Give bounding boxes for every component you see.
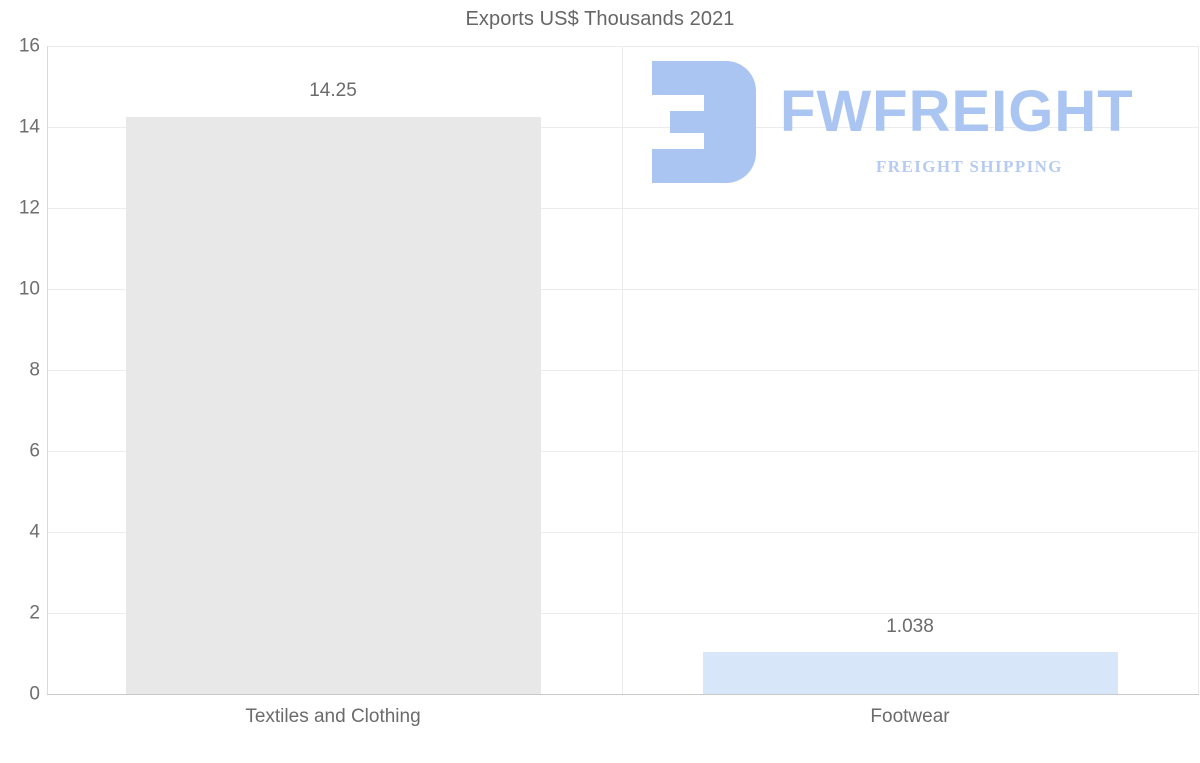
gridline-horizontal (47, 613, 1199, 614)
gridline-horizontal (47, 127, 1199, 128)
bar-value-label-textiles-and-clothing: 14.25 (309, 80, 357, 101)
y-axis-tick-labels: 16 14 12 10 8 6 4 2 0 (0, 0, 40, 763)
y-tick-label: 8 (29, 359, 40, 381)
bar-textiles-and-clothing[interactable] (126, 117, 541, 694)
plot-area (47, 46, 1199, 694)
gridline-horizontal (47, 451, 1199, 452)
chart-title: Exports US$ Thousands 2021 (465, 8, 735, 30)
gridline-horizontal (47, 208, 1199, 209)
gridline-horizontal (47, 370, 1199, 371)
gridline-vertical (622, 46, 623, 694)
gridline-vertical (1198, 46, 1199, 694)
gridline-horizontal (47, 289, 1199, 290)
bar-footwear[interactable] (703, 652, 1118, 694)
y-tick-label: 16 (18, 35, 40, 57)
y-tick-label: 14 (18, 116, 40, 138)
y-tick-label: 10 (18, 278, 40, 300)
gridline-horizontal (47, 46, 1199, 47)
y-tick-label: 0 (29, 683, 40, 705)
y-tick-label: 4 (29, 521, 40, 543)
y-tick-label: 2 (29, 602, 40, 624)
x-axis-line (47, 694, 1199, 695)
bar-value-label-footwear: 1.038 (886, 616, 934, 637)
gridline-horizontal (47, 532, 1199, 533)
y-tick-label: 12 (18, 197, 40, 219)
x-axis-category-label-footwear: Footwear (870, 706, 950, 727)
y-axis-line (47, 46, 48, 695)
y-tick-label: 6 (29, 440, 40, 462)
x-axis-category-label-textiles-and-clothing: Textiles and Clothing (245, 706, 421, 727)
